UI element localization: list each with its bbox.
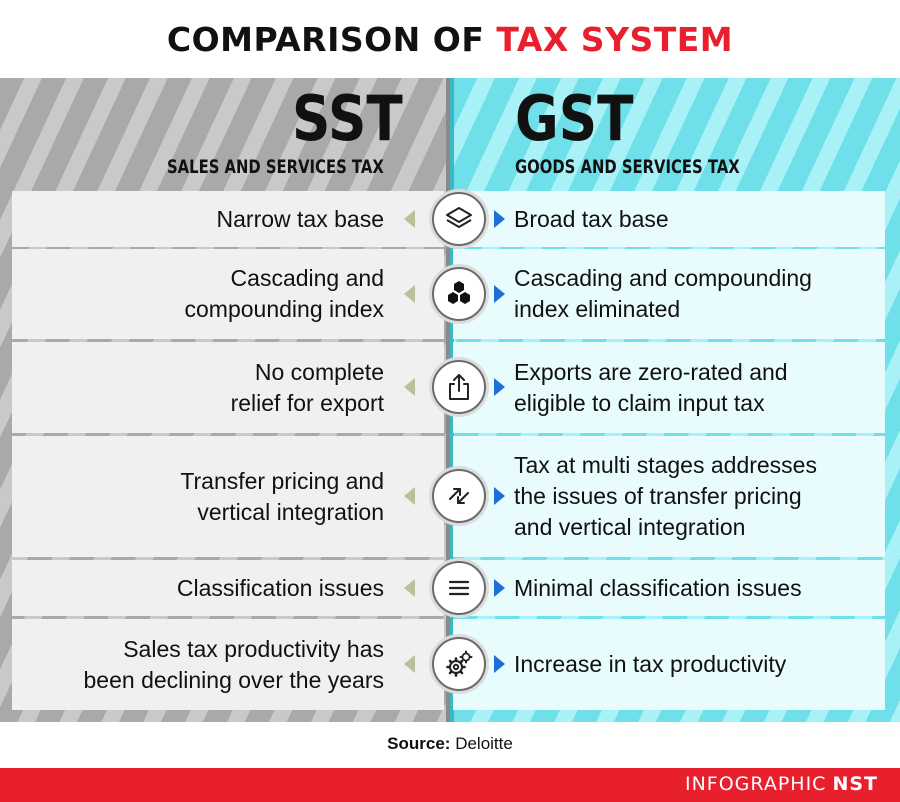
gst-text: Minimal classification issues (514, 574, 802, 601)
sst-cell: Cascading and compounding index (12, 249, 444, 339)
brand-prefix: INFOGRAPHIC (684, 773, 827, 795)
gst-cell: Exports are zero-rated and eligible to c… (453, 342, 885, 433)
gst-subheading: GOODS AND SERVICES TAX (515, 156, 740, 178)
sst-text: Sales tax productivity has been declinin… (83, 635, 384, 693)
right-pointer (494, 487, 505, 505)
source-value: Deloitte (455, 734, 513, 753)
brand-name: NST (832, 773, 878, 795)
sst-cell: No complete relief for export (12, 342, 444, 433)
gst-cell: Broad tax base (453, 191, 885, 247)
comparison-row: Transfer pricing and vertical integratio… (12, 436, 885, 557)
left-pointer (404, 378, 415, 396)
hexagons-icon (432, 267, 486, 321)
sst-cell: Classification issues (12, 560, 444, 616)
gst-cell: Cascading and compounding index eliminat… (453, 249, 885, 339)
gst-heading: GST (515, 82, 634, 155)
gst-text: Cascading and compounding index eliminat… (514, 265, 812, 322)
left-pointer (404, 579, 415, 597)
layers-icon (432, 192, 486, 246)
left-pointer (404, 487, 415, 505)
footer-brand: INFOGRAPHIC NST (685, 773, 878, 795)
sst-text: Narrow tax base (216, 205, 384, 232)
gears-icon (432, 637, 486, 691)
left-pointer (404, 285, 415, 303)
sst-cell: Transfer pricing and vertical integratio… (12, 436, 444, 557)
gst-cell: Minimal classification issues (453, 560, 885, 616)
title-part1: COMPARISON OF (166, 19, 485, 59)
sst-text: Classification issues (176, 574, 384, 601)
export-share-icon (432, 360, 486, 414)
sst-text: No complete relief for export (230, 358, 384, 416)
comparison-row: No complete relief for export Exports ar… (12, 342, 885, 433)
gst-text: Exports are zero-rated and eligible to c… (514, 358, 788, 416)
left-pointer (404, 210, 415, 228)
sst-text: Transfer pricing and vertical integratio… (180, 467, 384, 525)
sst-subheading: SALES AND SERVICES TAX (167, 156, 384, 178)
gst-cell: Increase in tax productivity (453, 619, 885, 710)
transfer-arrows-icon (432, 469, 486, 523)
list-lines-icon (432, 561, 486, 615)
footer-bar: INFOGRAPHIC NST (0, 768, 900, 802)
sst-heading: SST (292, 82, 403, 155)
comparison-row: Classification issues Minimal classifica… (12, 560, 885, 616)
gst-cell: Tax at multi stages addresses the issues… (453, 436, 885, 557)
comparison-row: Narrow tax base Broad tax base (12, 191, 885, 247)
right-pointer (494, 285, 505, 303)
gst-text: Tax at multi stages addresses the issues… (514, 452, 817, 540)
sst-cell: Narrow tax base (12, 191, 444, 247)
comparison-row: Cascading and compounding index Cascadin… (12, 249, 885, 339)
title-highlight: TAX SYSTEM (496, 19, 734, 59)
right-pointer (494, 655, 505, 673)
sst-cell: Sales tax productivity has been declinin… (12, 619, 444, 710)
infographic-title: COMPARISON OF TAX SYSTEM (0, 0, 900, 78)
right-pointer (494, 579, 505, 597)
source-credit: Source: Deloitte (0, 734, 900, 754)
sst-text: Cascading and compounding index (184, 265, 384, 322)
right-pointer (494, 378, 505, 396)
left-pointer (404, 655, 415, 673)
gst-text: Broad tax base (514, 205, 669, 232)
right-pointer (494, 210, 505, 228)
source-label: Source: (387, 734, 451, 753)
gst-text: Increase in tax productivity (514, 651, 787, 677)
comparison-row: Sales tax productivity has been declinin… (12, 619, 885, 710)
